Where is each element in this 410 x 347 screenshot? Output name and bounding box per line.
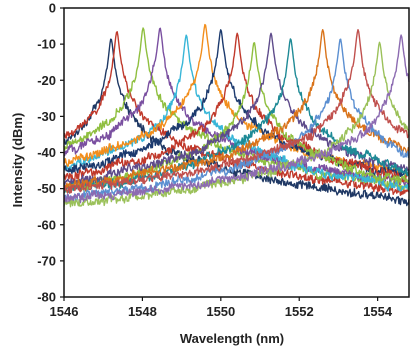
x-tick-label: 1548 xyxy=(128,304,157,319)
y-tick-label: -10 xyxy=(37,37,56,52)
y-tick-label: 0 xyxy=(49,1,56,16)
x-tick-label: 1552 xyxy=(285,304,314,319)
y-tick-label: -60 xyxy=(37,217,56,232)
series-line xyxy=(63,32,410,183)
series-line xyxy=(63,29,410,190)
y-tick-label: -80 xyxy=(37,290,56,305)
x-axis: 1546 1548 1550 1552 1554 xyxy=(50,297,393,319)
x-tick-label: 1546 xyxy=(50,304,79,319)
series-line xyxy=(63,34,410,192)
x-tick-label: 1550 xyxy=(206,304,235,319)
plot-series-group xyxy=(63,23,410,208)
y-axis-title: Intensity (dBm) xyxy=(10,113,25,208)
y-tick-label: -20 xyxy=(37,73,56,88)
series-line xyxy=(63,34,410,204)
y-tick-label: -30 xyxy=(37,109,56,124)
x-tick-label: 1554 xyxy=(363,304,393,319)
y-tick-label: -50 xyxy=(37,181,56,196)
x-axis-title: Wavelength (nm) xyxy=(180,331,284,346)
y-tick-label: -70 xyxy=(37,253,56,268)
y-tick-label: -40 xyxy=(37,145,56,160)
y-axis: 0 -10 -20 -30 -40 -50 -60 -70 -80 xyxy=(37,1,64,305)
series-line xyxy=(63,29,410,194)
